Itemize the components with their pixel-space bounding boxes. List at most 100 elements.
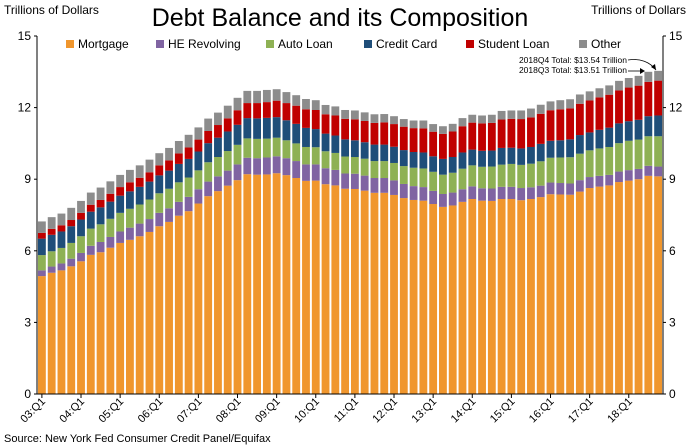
annotations-group: 2018Q4 Total: $13.54 Trillion 2018Q3 Tot…: [519, 55, 657, 75]
bar-segment-he-revolving: [86, 245, 95, 255]
bar-segment-he-revolving: [634, 168, 643, 180]
bar-segment-auto-loan: [419, 168, 428, 188]
annotation-q4-arrow: [627, 59, 657, 71]
bar-segment-mortgage: [546, 194, 555, 394]
bar-segment-mortgage: [409, 199, 418, 394]
bar-segment-he-revolving: [145, 219, 154, 232]
bar-segment-other: [566, 99, 574, 109]
bar-segment-student-loan: [262, 102, 271, 118]
bar-segment-mortgage: [458, 201, 467, 394]
bar-segment-credit-card: [556, 140, 565, 158]
bar-segment-credit-card: [468, 149, 477, 166]
bar-segment-other: [517, 110, 526, 120]
bar-segment-mortgage: [126, 239, 134, 394]
bar-segment-credit-card: [321, 133, 330, 152]
bar-segment-student-loan: [96, 199, 105, 208]
bar-segment-other: [292, 95, 301, 106]
bar-segment-mortgage: [585, 188, 594, 394]
bar-segment-credit-card: [350, 140, 359, 158]
bar-segment-he-revolving: [497, 186, 506, 200]
bar-segment-he-revolving: [468, 186, 477, 200]
bar-segment-mortgage: [282, 175, 291, 394]
bar-segment-other: [497, 110, 506, 120]
bar-segment-student-loan: [507, 118, 516, 148]
bar-segment-credit-card: [585, 132, 594, 151]
bar-segment-student-loan: [292, 105, 301, 124]
bar-segment-student-loan: [458, 126, 467, 153]
bar-segment-auto-loan: [527, 163, 535, 188]
bar-segment-student-loan: [145, 172, 154, 182]
bar-segment-mortgage: [390, 194, 398, 394]
bar-segment-credit-card: [370, 144, 379, 162]
y-tick-label-left: 6: [24, 244, 31, 258]
bar-segment-student-loan: [86, 204, 95, 212]
y-axis-title-left: Trillions of Dollars: [4, 3, 99, 17]
bar-segment-mortgage: [194, 203, 203, 394]
bar-segment-credit-card: [223, 131, 232, 152]
bar-segment-credit-card: [615, 123, 623, 144]
bar-segment-he-revolving: [527, 187, 535, 199]
bar-segment-mortgage: [497, 199, 506, 394]
legend-swatch-mortgage: [66, 40, 74, 48]
bar-segment-credit-card: [116, 195, 125, 213]
bar-segment-credit-card: [458, 152, 467, 169]
bar-segment-credit-card: [360, 142, 369, 159]
bar-segment-he-revolving: [536, 185, 545, 198]
y-tick-label-left: 15: [18, 29, 32, 43]
bar-segment-auto-loan: [47, 251, 56, 267]
bar-segment-other: [37, 221, 46, 233]
bar-segment-he-revolving: [595, 175, 604, 187]
bar-segment-auto-loan: [546, 157, 555, 183]
bar-segment-student-loan: [184, 147, 193, 159]
bar-segment-student-loan: [223, 118, 232, 132]
bar-segment-he-revolving: [390, 180, 398, 195]
bar-segment-student-loan: [302, 109, 310, 128]
bar-segment-student-loan: [272, 100, 281, 118]
bar-segment-other: [302, 99, 310, 110]
bar-segment-auto-loan: [585, 150, 594, 178]
bar-segment-mortgage: [399, 198, 408, 394]
bar-segment-auto-loan: [380, 161, 389, 179]
bar-segment-he-revolving: [106, 236, 115, 248]
bar-segment-auto-loan: [409, 167, 418, 187]
bar-segment-student-loan: [360, 120, 369, 143]
bar-segment-student-loan: [654, 80, 663, 116]
bar-segment-he-revolving: [214, 176, 222, 192]
x-tick-label: 14:Q1: [449, 396, 479, 426]
bar-segment-he-revolving: [272, 156, 281, 174]
bar-segment-he-revolving: [605, 174, 614, 186]
bar-segment-credit-card: [478, 150, 486, 167]
bar-segment-credit-card: [145, 181, 154, 200]
y-tick-label-left: 12: [18, 101, 32, 115]
bar-segment-he-revolving: [458, 189, 467, 202]
bar-segment-auto-loan: [37, 255, 46, 271]
bar-segment-auto-loan: [223, 151, 232, 171]
bar-segment-auto-loan: [605, 146, 614, 175]
bar-segment-mortgage: [429, 204, 438, 394]
bar-segment-other: [458, 118, 467, 127]
bar-segment-other: [272, 89, 281, 101]
bar-segment-mortgage: [370, 192, 379, 394]
bar-segment-auto-loan: [575, 153, 584, 181]
bar-segment-he-revolving: [654, 166, 663, 177]
chart-legend: Mortgage HE Revolving Auto Loan Credit Card…: [66, 37, 621, 51]
bar-segment-auto-loan: [262, 138, 271, 158]
bar-segment-credit-card: [174, 163, 183, 183]
bar-segment-credit-card: [536, 143, 545, 162]
bar-segment-other: [253, 90, 261, 104]
bar-segment-student-loan: [556, 109, 565, 141]
bar-segment-credit-card: [331, 135, 340, 153]
bar-segment-other: [556, 100, 565, 110]
bar-segment-auto-loan: [497, 164, 506, 187]
bar-segment-student-loan: [174, 153, 183, 164]
bar-segment-he-revolving: [321, 168, 330, 185]
bar-segment-student-loan: [536, 113, 545, 144]
bar-segment-mortgage: [654, 176, 663, 394]
bar-segment-student-loan: [341, 118, 350, 140]
bar-segment-auto-loan: [253, 138, 261, 159]
bar-segment-mortgage: [575, 191, 584, 394]
bar-segment-other: [331, 106, 340, 116]
bar-segment-student-loan: [67, 220, 76, 227]
bar-segment-he-revolving: [429, 190, 438, 205]
bar-segment-student-loan: [204, 130, 213, 144]
